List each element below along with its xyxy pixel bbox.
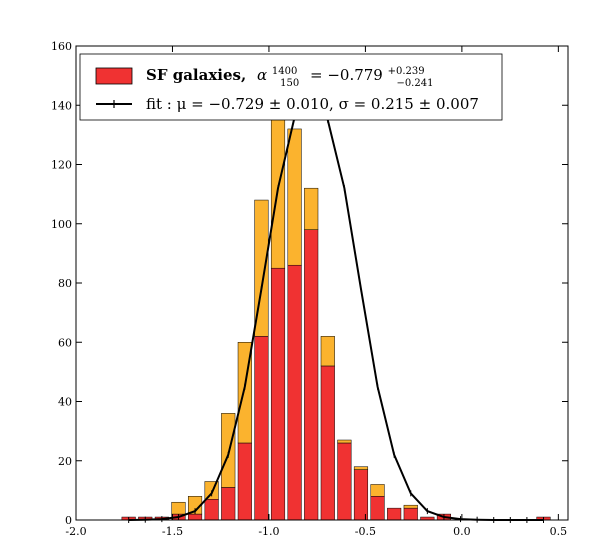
x-tick-label-0: -2.0	[65, 525, 86, 538]
bar-sf-16	[387, 507, 402, 521]
bar-sf-7	[237, 442, 252, 521]
bar-sf-15	[370, 496, 385, 521]
fit-line	[128, 94, 544, 521]
bar-extra-13	[337, 439, 352, 444]
x-tick-label-3: -0.5	[355, 525, 376, 538]
bar-extra-8	[254, 199, 269, 337]
y-tick-label-5: 100	[51, 218, 72, 231]
bar-sf-13	[337, 442, 352, 521]
y-tick-label-8: 160	[51, 40, 72, 53]
legend: SF galaxies, α 1400 150 = −0.779 +0.239 …	[79, 53, 503, 121]
fit-curve-group	[128, 93, 544, 523]
y-tick-label-6: 120	[51, 159, 72, 172]
bar-sf-12	[320, 365, 335, 521]
bar-sf-11	[304, 229, 319, 521]
x-tick-label-5: 0.5	[550, 525, 568, 538]
y-tick-label-7: 140	[51, 99, 72, 112]
y-tick-label-1: 20	[58, 455, 72, 468]
bar-extra-3	[171, 501, 186, 515]
bar-sf-9	[270, 267, 286, 521]
bar-extra-14	[353, 466, 369, 470]
legend-label-fit: fit : μ = −0.729 ± 0.010, σ = 0.215 ± 0.…	[146, 95, 479, 113]
legend-frame	[79, 53, 503, 121]
bar-extra-10	[287, 128, 302, 266]
bar-extra-17	[403, 504, 418, 509]
bar-sf-14	[353, 469, 369, 521]
axes-group: -2.0 -1.5 -1.0 -0.5 0.0 0.5 0 20 40 60 80 100 120 140…	[51, 40, 569, 538]
bar-extra-12	[320, 336, 335, 367]
legend-swatch-sf-galaxies	[95, 67, 133, 85]
bar-extra-15	[370, 484, 385, 497]
y-tick-label-2: 40	[58, 396, 72, 409]
x-tick-label-1: -1.5	[162, 525, 183, 538]
x-tick-label-4: 0.0	[453, 525, 471, 538]
bars-group	[121, 102, 551, 521]
bar-sf-6	[221, 487, 236, 521]
bar-extra-6	[221, 413, 236, 488]
bar-sf-8	[254, 336, 269, 521]
y-tick-label-4: 80	[58, 277, 72, 290]
bar-sf-5	[204, 499, 219, 521]
legend-label-sf-galaxies: SF galaxies, α 1400 150 = −0.779 +0.239 …	[146, 60, 433, 90]
x-tick-label-2: -1.0	[258, 525, 279, 538]
bar-sf-10	[287, 264, 302, 521]
bar-sf-4	[187, 513, 203, 521]
y-tick-label-0: 0	[65, 514, 72, 527]
bar-sf-17	[403, 507, 418, 521]
bar-extra-11	[304, 187, 319, 230]
y-tick-label-3: 60	[58, 336, 72, 349]
